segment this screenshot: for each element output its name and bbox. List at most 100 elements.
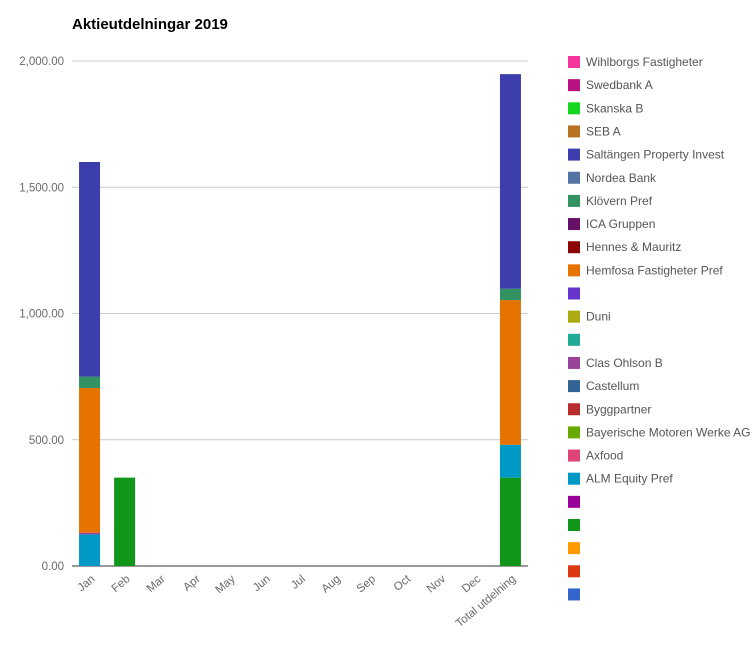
legend-swatch (568, 125, 580, 138)
y-tick-label: 1,500.00 (19, 182, 64, 194)
legend-swatch (568, 56, 580, 68)
legend-label: Byggpartner (586, 402, 651, 416)
legend-label: Swedbank A (586, 78, 653, 92)
x-tick-label: Aug (320, 573, 343, 595)
bar-segment (499, 288, 521, 301)
legend-swatch (568, 565, 580, 578)
legend-item (568, 333, 580, 346)
legend-item: Hemfosa Fastigheter Pref (568, 263, 723, 277)
legend-label: Castellum (586, 379, 639, 393)
bar-segment (79, 387, 101, 533)
legend-label: Klövern Pref (586, 194, 653, 208)
legend-swatch (568, 449, 580, 462)
legend-label: Axfood (586, 449, 623, 463)
bar-segment (499, 444, 521, 478)
bar-segment (79, 162, 101, 377)
x-tick-label: Dec (460, 573, 484, 595)
legend-item: Axfood (568, 449, 623, 463)
chart-title: Aktieutdelningar 2019 (72, 16, 228, 33)
legend-item: ICA Gruppen (568, 217, 655, 231)
legend-label: Bayerische Motoren Werke AG (586, 425, 751, 439)
legend-label: Hemfosa Fastigheter Pref (586, 263, 723, 277)
legend-swatch (568, 171, 580, 184)
legend-label: Clas Ohlson B (586, 356, 663, 370)
x-tick-label: Apr (181, 573, 203, 594)
legend-swatch (568, 495, 580, 508)
legend-item: Skanska B (568, 101, 643, 115)
y-tick-label: 1,000.00 (19, 309, 64, 321)
legend-item: Castellum (568, 379, 639, 393)
x-tick-label: Sep (355, 573, 378, 595)
y-axis-ticks: 0.00 500.00 1,000.00 1,500.00 2,000.00 (19, 56, 64, 573)
legend-item: Byggpartner (568, 402, 651, 416)
legend-label: Wihlborgs Fastigheter (586, 55, 703, 69)
legend-item: Wihlborgs Fastigheter (568, 55, 703, 69)
legend-item (568, 542, 580, 555)
y-tick-label: 0.00 (42, 561, 64, 573)
y-tick-label: 500.00 (29, 435, 64, 447)
legend-swatch (568, 403, 580, 416)
bar-segment (79, 376, 101, 388)
legend-swatch (568, 380, 580, 393)
legend-swatch (568, 148, 580, 161)
y-tick-label: 2,000.00 (19, 56, 64, 68)
legend-swatch (568, 264, 580, 277)
legend-swatch (568, 79, 580, 92)
legend-swatch (568, 356, 580, 369)
legend-item (568, 495, 580, 508)
legend-label: Saltängen Property Invest (586, 148, 725, 162)
legend-swatch (568, 218, 580, 231)
legend-label: Skanska B (586, 101, 643, 115)
legend-label: ICA Gruppen (586, 217, 655, 231)
legend-item: SEB A (568, 124, 621, 138)
legend-swatch (568, 588, 580, 601)
legend-swatch (568, 310, 580, 323)
legend-label: ALM Equity Pref (586, 472, 673, 486)
legend: Wihlborgs Fastigheter Swedbank A Skanska B… (568, 55, 751, 601)
legend-item: Bayerische Motoren Werke AG (568, 425, 751, 439)
x-tick-label: Jan (76, 573, 98, 594)
gridlines (72, 60, 528, 567)
bar-segment (114, 477, 136, 566)
legend-item (568, 588, 580, 601)
legend-swatch (568, 102, 580, 115)
bar-segment (79, 534, 101, 566)
bar-segment (499, 300, 521, 445)
legend-item: Saltängen Property Invest (568, 148, 725, 162)
x-tick-label: Total utdelning (454, 573, 519, 630)
legend-swatch (568, 542, 580, 555)
bar-segment (79, 532, 101, 535)
x-tick-label: Jun (251, 573, 273, 594)
legend-swatch (568, 287, 580, 300)
x-tick-label: Mar (145, 573, 168, 595)
legend-swatch (568, 241, 580, 254)
x-tick-label: May (213, 573, 238, 596)
legend-item: Hennes & Mauritz (568, 240, 681, 254)
legend-item: Duni (568, 310, 611, 324)
legend-item (568, 519, 580, 531)
legend-item: ALM Equity Pref (568, 472, 673, 486)
legend-label: SEB A (586, 124, 621, 138)
legend-swatch (568, 333, 580, 346)
legend-label: Hennes & Mauritz (586, 240, 681, 254)
x-tick-label: Nov (425, 573, 449, 595)
bar-segment (499, 74, 521, 289)
legend-swatch (568, 472, 580, 485)
x-axis-ticks: Jan Feb Mar Apr May Jun Jul Aug Sep Oct Nov DecTota… (76, 573, 519, 630)
bar-segment (499, 477, 521, 566)
legend-item: Klövern Pref (568, 194, 653, 208)
legend-item (568, 287, 580, 300)
legend-item (568, 565, 580, 578)
bars (79, 74, 521, 566)
x-tick-label: Jul (289, 573, 308, 592)
x-tick-label: Feb (110, 573, 133, 595)
legend-label: Nordea Bank (586, 171, 657, 185)
x-tick-label: Oct (392, 573, 414, 594)
legend-item: Clas Ohlson B (568, 356, 663, 370)
legend-swatch (568, 519, 580, 531)
legend-item: Swedbank A (568, 78, 653, 92)
legend-swatch (568, 194, 580, 207)
legend-swatch (568, 426, 580, 439)
legend-item: Nordea Bank (568, 171, 657, 185)
